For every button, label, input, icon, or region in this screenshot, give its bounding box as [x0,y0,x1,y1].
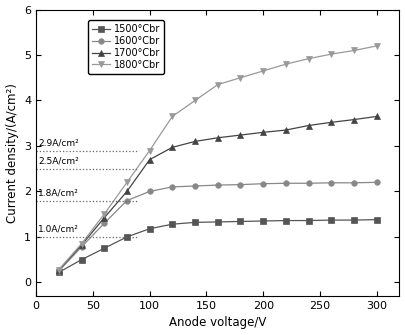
Line: 1700°Cbr: 1700°Cbr [56,114,379,273]
1800°Cbr [56,268,61,272]
1800°Cbr [147,148,152,152]
1500°Cbr [261,219,266,223]
1800°Cbr [352,49,356,53]
1700°Cbr [102,216,107,220]
1500°Cbr [238,219,243,223]
1600°Cbr [374,180,379,184]
1800°Cbr [124,180,129,184]
1700°Cbr [147,157,152,161]
1800°Cbr [284,62,288,66]
1800°Cbr [79,242,84,246]
1800°Cbr [238,76,243,80]
1600°Cbr [329,181,334,185]
1500°Cbr [193,220,198,224]
1700°Cbr [352,118,356,122]
1700°Cbr [215,136,220,140]
1500°Cbr [124,235,129,239]
Line: 1500°Cbr: 1500°Cbr [56,217,379,275]
1600°Cbr [284,181,288,185]
1700°Cbr [124,189,129,193]
1800°Cbr [170,115,175,119]
X-axis label: Anode voltage/V: Anode voltage/V [169,317,266,329]
Line: 1800°Cbr: 1800°Cbr [56,43,379,272]
1600°Cbr [238,183,243,187]
Text: 1.8A/cm²: 1.8A/cm² [38,188,79,197]
1500°Cbr [215,220,220,224]
1800°Cbr [261,69,266,73]
1600°Cbr [102,221,107,225]
1800°Cbr [215,82,220,86]
Text: 1.0A/cm²: 1.0A/cm² [38,225,79,234]
1800°Cbr [102,212,107,216]
1700°Cbr [329,120,334,124]
1700°Cbr [374,115,379,119]
1800°Cbr [193,98,198,103]
1800°Cbr [306,57,311,61]
1600°Cbr [306,181,311,185]
1600°Cbr [124,199,129,203]
1600°Cbr [147,189,152,193]
1600°Cbr [170,185,175,189]
1500°Cbr [284,218,288,222]
1700°Cbr [306,124,311,128]
1700°Cbr [284,128,288,132]
Text: 2.5A/cm²: 2.5A/cm² [38,156,79,165]
1700°Cbr [170,145,175,149]
1500°Cbr [329,218,334,222]
1500°Cbr [79,258,84,262]
1600°Cbr [352,181,356,185]
1600°Cbr [215,183,220,187]
1800°Cbr [374,44,379,48]
1700°Cbr [56,268,61,272]
1600°Cbr [193,184,198,188]
1700°Cbr [193,139,198,143]
1500°Cbr [147,227,152,231]
1600°Cbr [56,269,61,273]
1500°Cbr [374,218,379,222]
1800°Cbr [329,52,334,56]
Line: 1600°Cbr: 1600°Cbr [56,180,379,274]
1600°Cbr [261,182,266,186]
Legend: 1500°Cbr, 1600°Cbr, 1700°Cbr, 1800°Cbr: 1500°Cbr, 1600°Cbr, 1700°Cbr, 1800°Cbr [88,20,164,74]
1600°Cbr [79,245,84,249]
1500°Cbr [170,222,175,226]
Y-axis label: Current density/(A/cm²): Current density/(A/cm²) [6,83,19,223]
Text: 2.9A/cm²: 2.9A/cm² [38,138,79,147]
1700°Cbr [79,243,84,247]
1700°Cbr [261,130,266,134]
1500°Cbr [102,246,107,250]
1500°Cbr [306,218,311,222]
1700°Cbr [238,133,243,137]
1500°Cbr [352,218,356,222]
1500°Cbr [56,270,61,274]
